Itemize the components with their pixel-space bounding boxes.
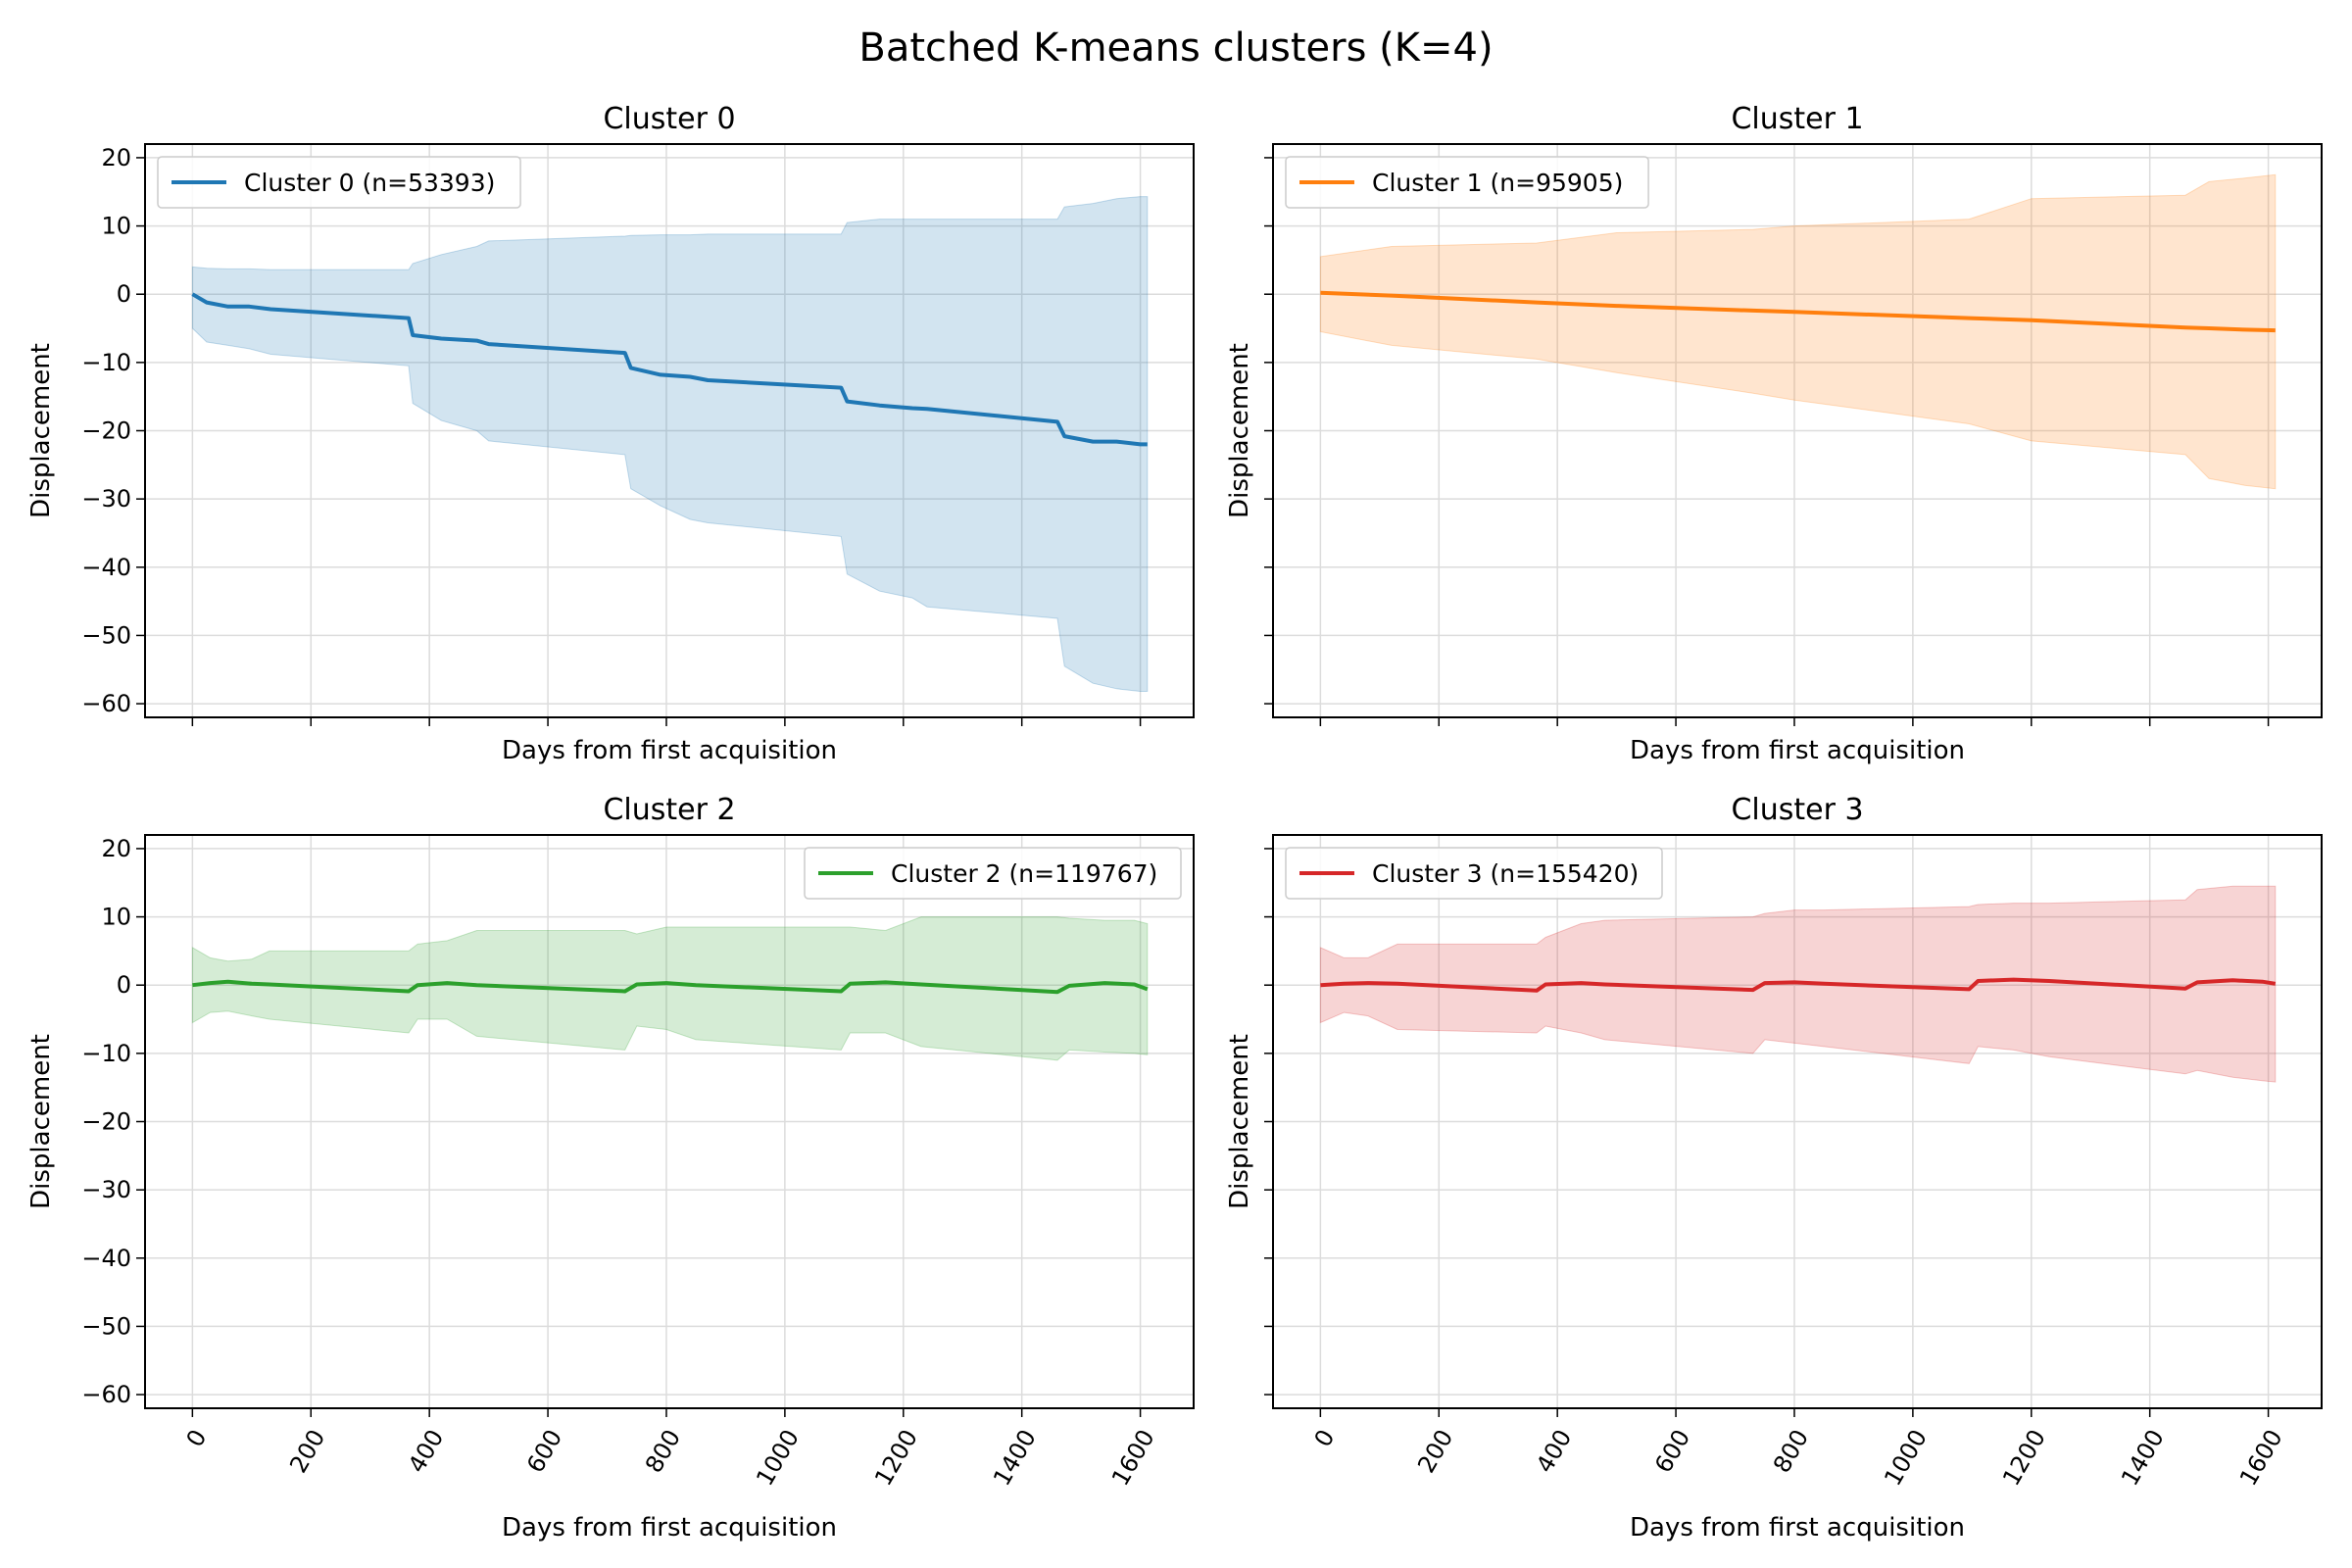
figure-title: Batched K-means clusters (K=4) <box>858 25 1493 71</box>
y-tick-label: −10 <box>81 1040 131 1067</box>
subplot-title: Cluster 3 <box>1731 793 1863 827</box>
x-axis-label: Days from first acquisition <box>1630 736 1965 765</box>
y-axis-label: Displacement <box>26 343 56 518</box>
legend-label: Cluster 3 (n=155420) <box>1372 859 1639 888</box>
subplot-title: Cluster 1 <box>1731 102 1863 136</box>
legend: Cluster 2 (n=119767) <box>804 847 1182 900</box>
legend-box <box>1285 847 1663 900</box>
subplot-1: Cluster 1 Days from first acquisition Disp… <box>1225 102 2323 765</box>
y-tick-label: −40 <box>81 1245 131 1272</box>
legend-box <box>804 847 1182 900</box>
y-axis-label: Displacement <box>1225 343 1254 518</box>
series-band <box>191 916 1149 1061</box>
subplot-title: Cluster 0 <box>603 102 735 136</box>
y-axis-label: Displacement <box>1225 1034 1254 1209</box>
y-tick-label: 0 <box>117 971 131 999</box>
y-tick-label: −20 <box>81 1108 131 1136</box>
legend: Cluster 3 (n=155420) <box>1285 847 1663 900</box>
y-tick-label: −30 <box>81 485 131 513</box>
y-tick-label: −60 <box>81 690 131 717</box>
y-tick-label: 10 <box>101 904 131 931</box>
legend-box <box>1285 156 1649 209</box>
x-axis-label: Days from first acquisition <box>1630 1513 1965 1543</box>
legend-label: Cluster 0 (n=53393) <box>244 169 495 197</box>
series-band <box>191 196 1149 692</box>
legend-label: Cluster 1 (n=95905) <box>1372 169 1623 197</box>
series-line <box>1320 290 2276 333</box>
x-axis-label: Days from first acquisition <box>502 736 837 765</box>
y-tick-label: 10 <box>101 213 131 240</box>
series-line <box>1320 977 2277 993</box>
series-line <box>192 979 1149 995</box>
y-tick-label: −40 <box>81 554 131 581</box>
y-tick-label: −10 <box>81 349 131 376</box>
y-tick-label: −30 <box>81 1176 131 1203</box>
y-tick-label: 0 <box>117 280 131 308</box>
y-tick-label: −60 <box>81 1381 131 1408</box>
subplot-0: 20 10 0 −10 −20 −30 −40 −50 −60 Cluster 0 Days fro… <box>26 102 1195 765</box>
legend-box <box>157 156 521 209</box>
legend: Cluster 0 (n=53393) <box>157 156 521 209</box>
subplot-title: Cluster 2 <box>603 793 735 827</box>
y-tick-label: −50 <box>81 621 131 649</box>
series-line <box>191 292 1148 447</box>
y-tick-label: −50 <box>81 1312 131 1340</box>
y-axis-label: Displacement <box>26 1034 56 1209</box>
y-tick-label: −20 <box>81 417 131 445</box>
legend: Cluster 1 (n=95905) <box>1285 156 1649 209</box>
y-tick-label: 20 <box>101 144 131 172</box>
y-tick-label: 20 <box>101 835 131 862</box>
legend-label: Cluster 2 (n=119767) <box>891 859 1157 888</box>
x-axis-label: Days from first acquisition <box>502 1513 837 1543</box>
series-band <box>1319 173 2277 490</box>
